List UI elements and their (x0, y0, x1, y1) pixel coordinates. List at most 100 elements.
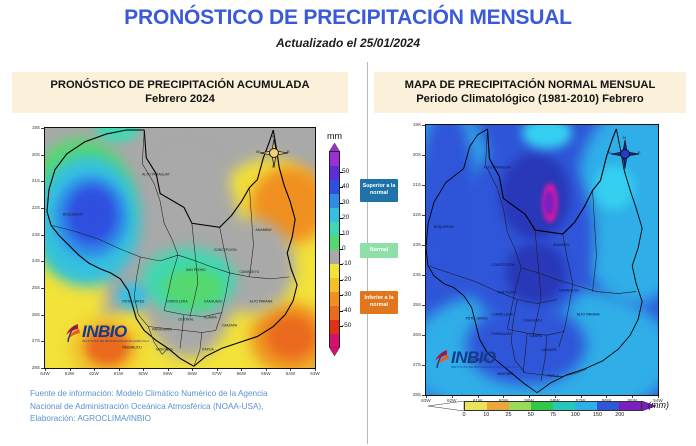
dept-label-canindeyu-r: CANINDEYU (559, 289, 579, 293)
footer-line-1: Fuente de información: Modelo Climático … (30, 389, 268, 398)
anomaly-colorbar-tick: -50 (342, 322, 352, 329)
left-panel-header-line1: PRONÓSTICO DE PRECIPITACIÓN ACUMULADA (50, 79, 310, 91)
left-map-y-tick: 24S (31, 258, 40, 264)
compass-e-label-r: E (638, 150, 641, 155)
dept-label-guaira: GUAIRA (204, 316, 218, 320)
normal-colorbar-tick: 200 (615, 412, 625, 418)
left-map-y-tick: 26S (31, 311, 40, 317)
compass-n-label: N (272, 134, 275, 139)
dept-label-central: CENTRAL (178, 318, 194, 322)
normal-colorbar-unit: (mm) (648, 400, 669, 410)
dept-label-boqueron: BOQUERON (63, 212, 83, 216)
dept-label-alto-parana: ALTO PARANA (249, 300, 273, 304)
anomaly-field-green-ne-top (95, 128, 140, 142)
normal-colorbar: 0 10 25 50 75 100 150 200 (mm) (428, 399, 684, 425)
anomaly-colorbar-segment (330, 320, 339, 334)
right-map-compass-rose: N S E W (607, 135, 642, 171)
dept-label-caazapa-r: CAAZAPA (541, 348, 557, 352)
right-map-inbio-logo: INBIO INSTITUTO DE BIOTECNOLOGÍA AGRÍCOL… (434, 349, 518, 369)
dept-label-san-pedro: SAN PEDRO (186, 268, 206, 272)
anomaly-field-red-se (267, 316, 315, 358)
page-title: PRONÓSTICO DE PRECIPITACIÓN MENSUAL (124, 6, 572, 29)
right-map-y-tick: 24S (412, 272, 421, 277)
anomaly-legend-box: Normal (360, 243, 398, 259)
normal-colorbar-tick: 100 (570, 412, 580, 418)
dept-label-alto-paraguay-r: ALTO PARAGUAY (484, 166, 512, 170)
normal-colorbar-segment (553, 402, 575, 410)
dept-label-caaguazu-r: CAAGUAZU (523, 318, 542, 322)
inbio-logo-word-r: INBIO (451, 348, 496, 367)
anomaly-colorbar-tick: -30 (342, 291, 352, 299)
compass-s-label-r: S (623, 165, 626, 170)
left-map-y-tick: 19S (31, 125, 40, 130)
compass-e-label: E (287, 149, 290, 154)
normal-colorbar-tick: 10 (483, 412, 490, 418)
anomaly-colorbar-segment (330, 152, 339, 166)
inbio-logo-tagline: INSTITUTO DE BIOTECNOLOGÍA AGRÍCOLA (82, 339, 150, 343)
left-map-x-tick: 53W (310, 371, 320, 376)
normal-colorbar-right-tail-icon (642, 401, 656, 411)
anomaly-colorbar-tickmark (340, 233, 343, 235)
left-map-y-tick: 27S (31, 338, 40, 344)
dept-label-cordillera-r: CORDILLERA (491, 312, 513, 316)
left-map-compass-rose: N S E W (256, 134, 291, 170)
anomaly-legend-box: Superior a la normal (360, 179, 398, 202)
anomaly-colorbar-segment (330, 208, 339, 222)
dept-label-san-pedro-r: SAN PEDRO (497, 291, 517, 295)
normal-colorbar-segment (597, 402, 619, 410)
anomaly-colorbar-tick: -40 (342, 306, 352, 314)
left-map-x-tick: 60W (138, 371, 148, 376)
left-map-boundaries: ALTO PARAGUAY BOQUERON PDTE. HAYES CONCE… (46, 129, 298, 367)
anomaly-colorbar-tickmark (340, 279, 343, 281)
right-map-y-tick: 22S (412, 212, 421, 217)
dept-label-pdte-hayes-r: PDTE. HAYES (466, 316, 489, 320)
dept-label-neembucu: ÑEEMBUCU (122, 344, 142, 349)
right-map-y-tick: 28S (412, 392, 421, 397)
anomaly-colorbar-tick: 10 (342, 229, 350, 237)
anomaly-colorbar-tickmark (340, 187, 343, 189)
left-map-x-tick: 63W (64, 371, 75, 376)
anomaly-colorbar-tick: 50 (342, 168, 350, 175)
anomaly-colorbar-gradient (329, 151, 340, 348)
dept-label-concepcion-r: CONCEPCION (491, 263, 514, 267)
normal-field-cyan-patch-ne (594, 165, 634, 210)
anomaly-colorbar-segment (330, 264, 339, 278)
left-map-x-tick: 56W (236, 371, 247, 376)
anomaly-colorbar-tick: 30 (342, 198, 350, 206)
page-subtitle: Actualizado el 25/01/2024 (275, 36, 421, 50)
normal-colorbar-left-tail-icon (428, 401, 464, 411)
anomaly-colorbar-tickmark (340, 218, 343, 219)
normal-field-purple-amambay (544, 191, 554, 215)
dept-label-guaira-r: GUAIRA (529, 334, 543, 338)
anomaly-colorbar-segment (330, 236, 339, 250)
anomaly-field-red-sw (85, 328, 130, 366)
anomaly-legend-box: Inferior a la normal (360, 291, 398, 314)
anomaly-field-green-sc (163, 268, 223, 308)
normal-colorbar-segment (531, 402, 553, 410)
colorbar-bottom-arrow-icon (329, 347, 340, 356)
anomaly-colorbar-segment (330, 250, 339, 264)
right-map-y-tick: 19S (412, 122, 421, 127)
anomaly-colorbar-tickmark (340, 310, 343, 312)
footer-line-3: Elaboración: AGROCLIMA/INBIO (30, 414, 152, 424)
normal-colorbar-tick: 75 (550, 412, 556, 418)
anomaly-colorbar-segment (330, 194, 339, 208)
inbio-logo-word: INBIO (82, 322, 127, 341)
anomaly-colorbar-tick: -10 (342, 260, 352, 268)
right-map-boundaries: ALTO PARAGUAY BOQUERON PDTE. HAYES CONCE… (426, 128, 643, 394)
anomaly-colorbar-segment (330, 334, 339, 348)
dept-label-boqueron-r: BOQUERON (434, 225, 454, 229)
left-panel-header: PRONÓSTICO DE PRECIPITACIÓN ACUMULADA Fe… (12, 72, 348, 113)
dept-label-neembucu-r: ÑEEMBUCU (470, 357, 490, 362)
anomaly-field-darkblue-w (67, 186, 117, 244)
dept-label-concepcion: CONCEPCION (214, 248, 237, 252)
dept-label-pdte-hayes: PDTE. HAYES (122, 300, 145, 304)
dept-label-itapua: ITAPUA (202, 347, 215, 351)
normal-colorbar-segment (509, 402, 531, 410)
normal-colorbar-segment (487, 402, 509, 410)
dept-label-caazapa: CAAZAPA (222, 324, 238, 328)
normal-colorbar-segments (464, 401, 642, 411)
colorbar-top-arrow-icon (329, 143, 340, 152)
anomaly-colorbar-tick: 0 (342, 245, 346, 252)
